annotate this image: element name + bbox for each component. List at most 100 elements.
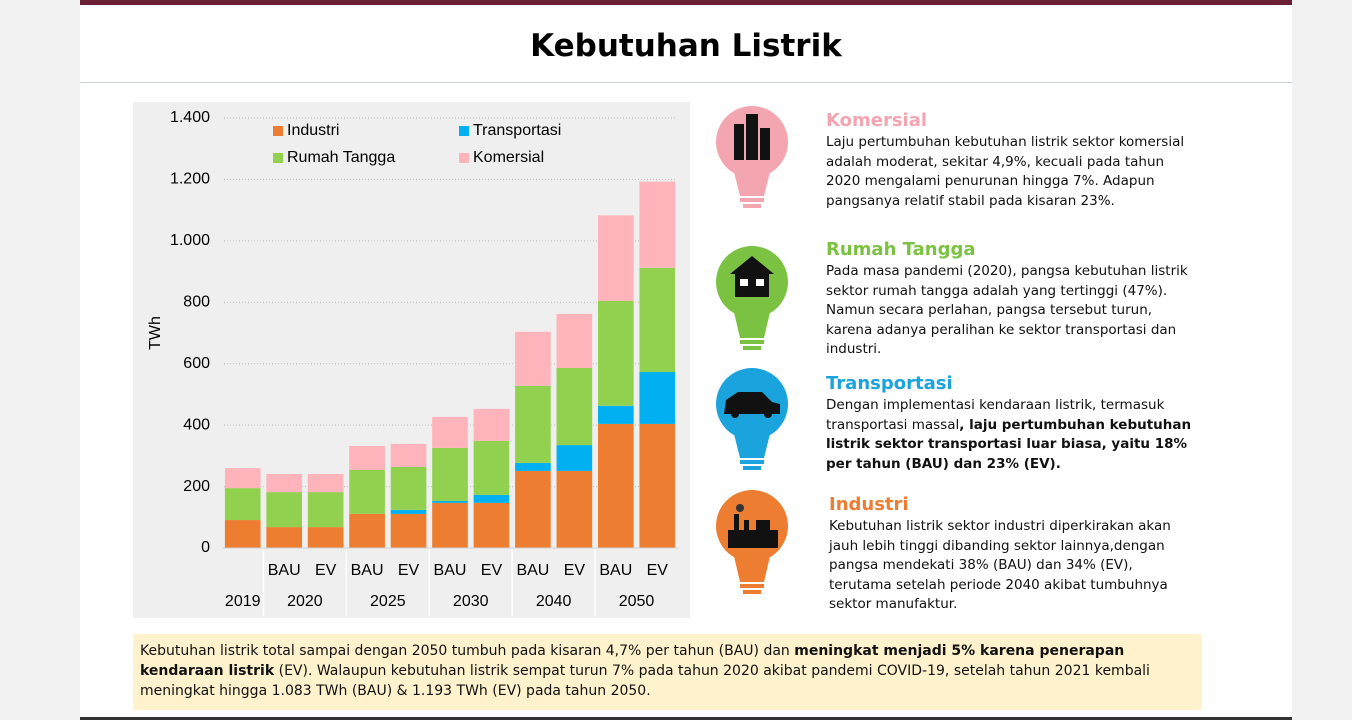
bar-segment [597,300,634,406]
bulb-komersial [716,106,788,208]
bulb-rumah-tangga [716,246,788,350]
bar-segment [349,469,385,514]
x-tick-label: EV [564,562,586,579]
section-title: Rumah Tangga [826,239,976,260]
bar-segment [307,492,344,528]
bar-segment [266,473,303,493]
legend-swatch [459,126,469,136]
x-tick-label: BAU [268,562,301,579]
legend-swatch [273,126,283,136]
bar-segment [515,462,551,471]
section: Rumah Tangga Pada masa pandemi (2020), pa… [826,239,1196,360]
text-run: (EV). Walaupun kebutuhan listrik sempat … [140,663,1150,699]
section-body: Dengan implementasi kendaraan listrik, t… [826,396,1196,474]
bar-segment [266,527,303,548]
y-tick-label: 600 [183,355,210,372]
y-tick-label: 1.200 [170,171,210,188]
section-title: Transportasi [826,373,953,394]
legend-swatch [273,153,283,163]
text-run: Kebutuhan listrik total sampai dengan 20… [140,643,795,659]
bar-segment [556,445,593,471]
x-tick-label: BAU [516,562,549,579]
bar-segment [349,513,385,548]
text-run: Pada masa pandemi (2020), pangsa kebutuh… [826,263,1188,357]
bar-segment [515,385,551,463]
bar-segment [432,416,468,448]
bar-segment [224,468,261,489]
bottom-bar [80,717,1292,720]
y-tick-label: 1.400 [170,109,210,126]
bar-segment [307,527,344,548]
bulb-transportasi [716,368,788,470]
bar-segment [556,470,593,548]
bar-segment [473,502,510,548]
x-group-label: 2030 [453,593,489,610]
title-rule [80,82,1292,83]
x-tick-label: BAU [599,562,632,579]
bar-segment [639,423,676,548]
summary-box: Kebutuhan listrik total sampai dengan 20… [133,634,1202,710]
section-title: Komersial [826,110,928,131]
x-tick-label: EV [398,562,420,579]
bulb-industri [716,490,788,594]
x-group-label: 2025 [370,593,406,610]
bar-segment [390,443,427,467]
x-group-label: 2020 [287,593,323,610]
text-run: Dengan implementasi kendaraan listrik, t… [826,397,1165,433]
bar-segment [597,405,634,424]
bar-segment [432,502,468,548]
x-tick-label: BAU [434,562,467,579]
section: Industri Kebutuhan listrik sektor industr… [829,494,1199,615]
y-tick-label: 200 [183,478,210,495]
legend-label: Industri [287,122,339,139]
section-title: Industri [829,494,909,515]
bar-segment [266,492,303,528]
section: Transportasi Dengan implementasi kendaraa… [826,373,1196,474]
bar-segment [515,470,551,548]
bar-segment [390,466,427,510]
bar-segment [473,494,510,503]
y-tick-label: 0 [201,539,210,556]
x-group-label: 2050 [619,593,655,610]
legend-label: Transportasi [473,122,561,139]
text-run: , laju pertumbuhan kebutuhan listrik sek… [826,416,1192,472]
y-tick-label: 800 [183,294,210,311]
section-body: Kebutuhan listrik sektor industri diperk… [829,517,1199,615]
bar-segment [432,501,468,503]
bar-segment [473,440,510,495]
legend-label: Komersial [473,149,544,166]
bar-segment [224,488,261,521]
bar-segment [473,408,510,441]
x-group-label: 2019 [225,593,261,610]
section-body: Laju pertumbuhan kebutuhan listrik sekto… [826,133,1196,211]
bar-segment [390,509,427,514]
x-tick-label: EV [647,562,669,579]
text-run: Laju pertumbuhan kebutuhan listrik sekto… [826,134,1185,209]
y-tick-label: 400 [183,416,210,433]
section: Komersial Laju pertumbuhan kebutuhan list… [826,110,1196,211]
top-bar [80,0,1292,5]
bar-segment [390,513,427,548]
bar-segment [597,423,634,548]
bar-segment [639,372,676,424]
page-title: Kebutuhan Listrik [530,28,842,64]
bar-segment [432,447,468,502]
bar-segment [556,313,593,369]
bar-segment [349,446,385,470]
bar-segment [639,181,676,268]
section-body: Pada masa pandemi (2020), pangsa kebutuh… [826,262,1196,360]
legend-label: Rumah Tangga [287,149,395,166]
legend-swatch [459,153,469,163]
bar-segment [515,331,551,386]
x-tick-label: BAU [351,562,384,579]
bar-segment [597,215,634,301]
bar-segment [639,267,676,373]
x-tick-label: EV [481,562,503,579]
bar-segment [224,520,261,548]
bar-segment [307,473,344,493]
x-tick-label: EV [315,562,337,579]
y-axis-label: TWh [147,316,164,350]
bar-segment [556,368,593,446]
